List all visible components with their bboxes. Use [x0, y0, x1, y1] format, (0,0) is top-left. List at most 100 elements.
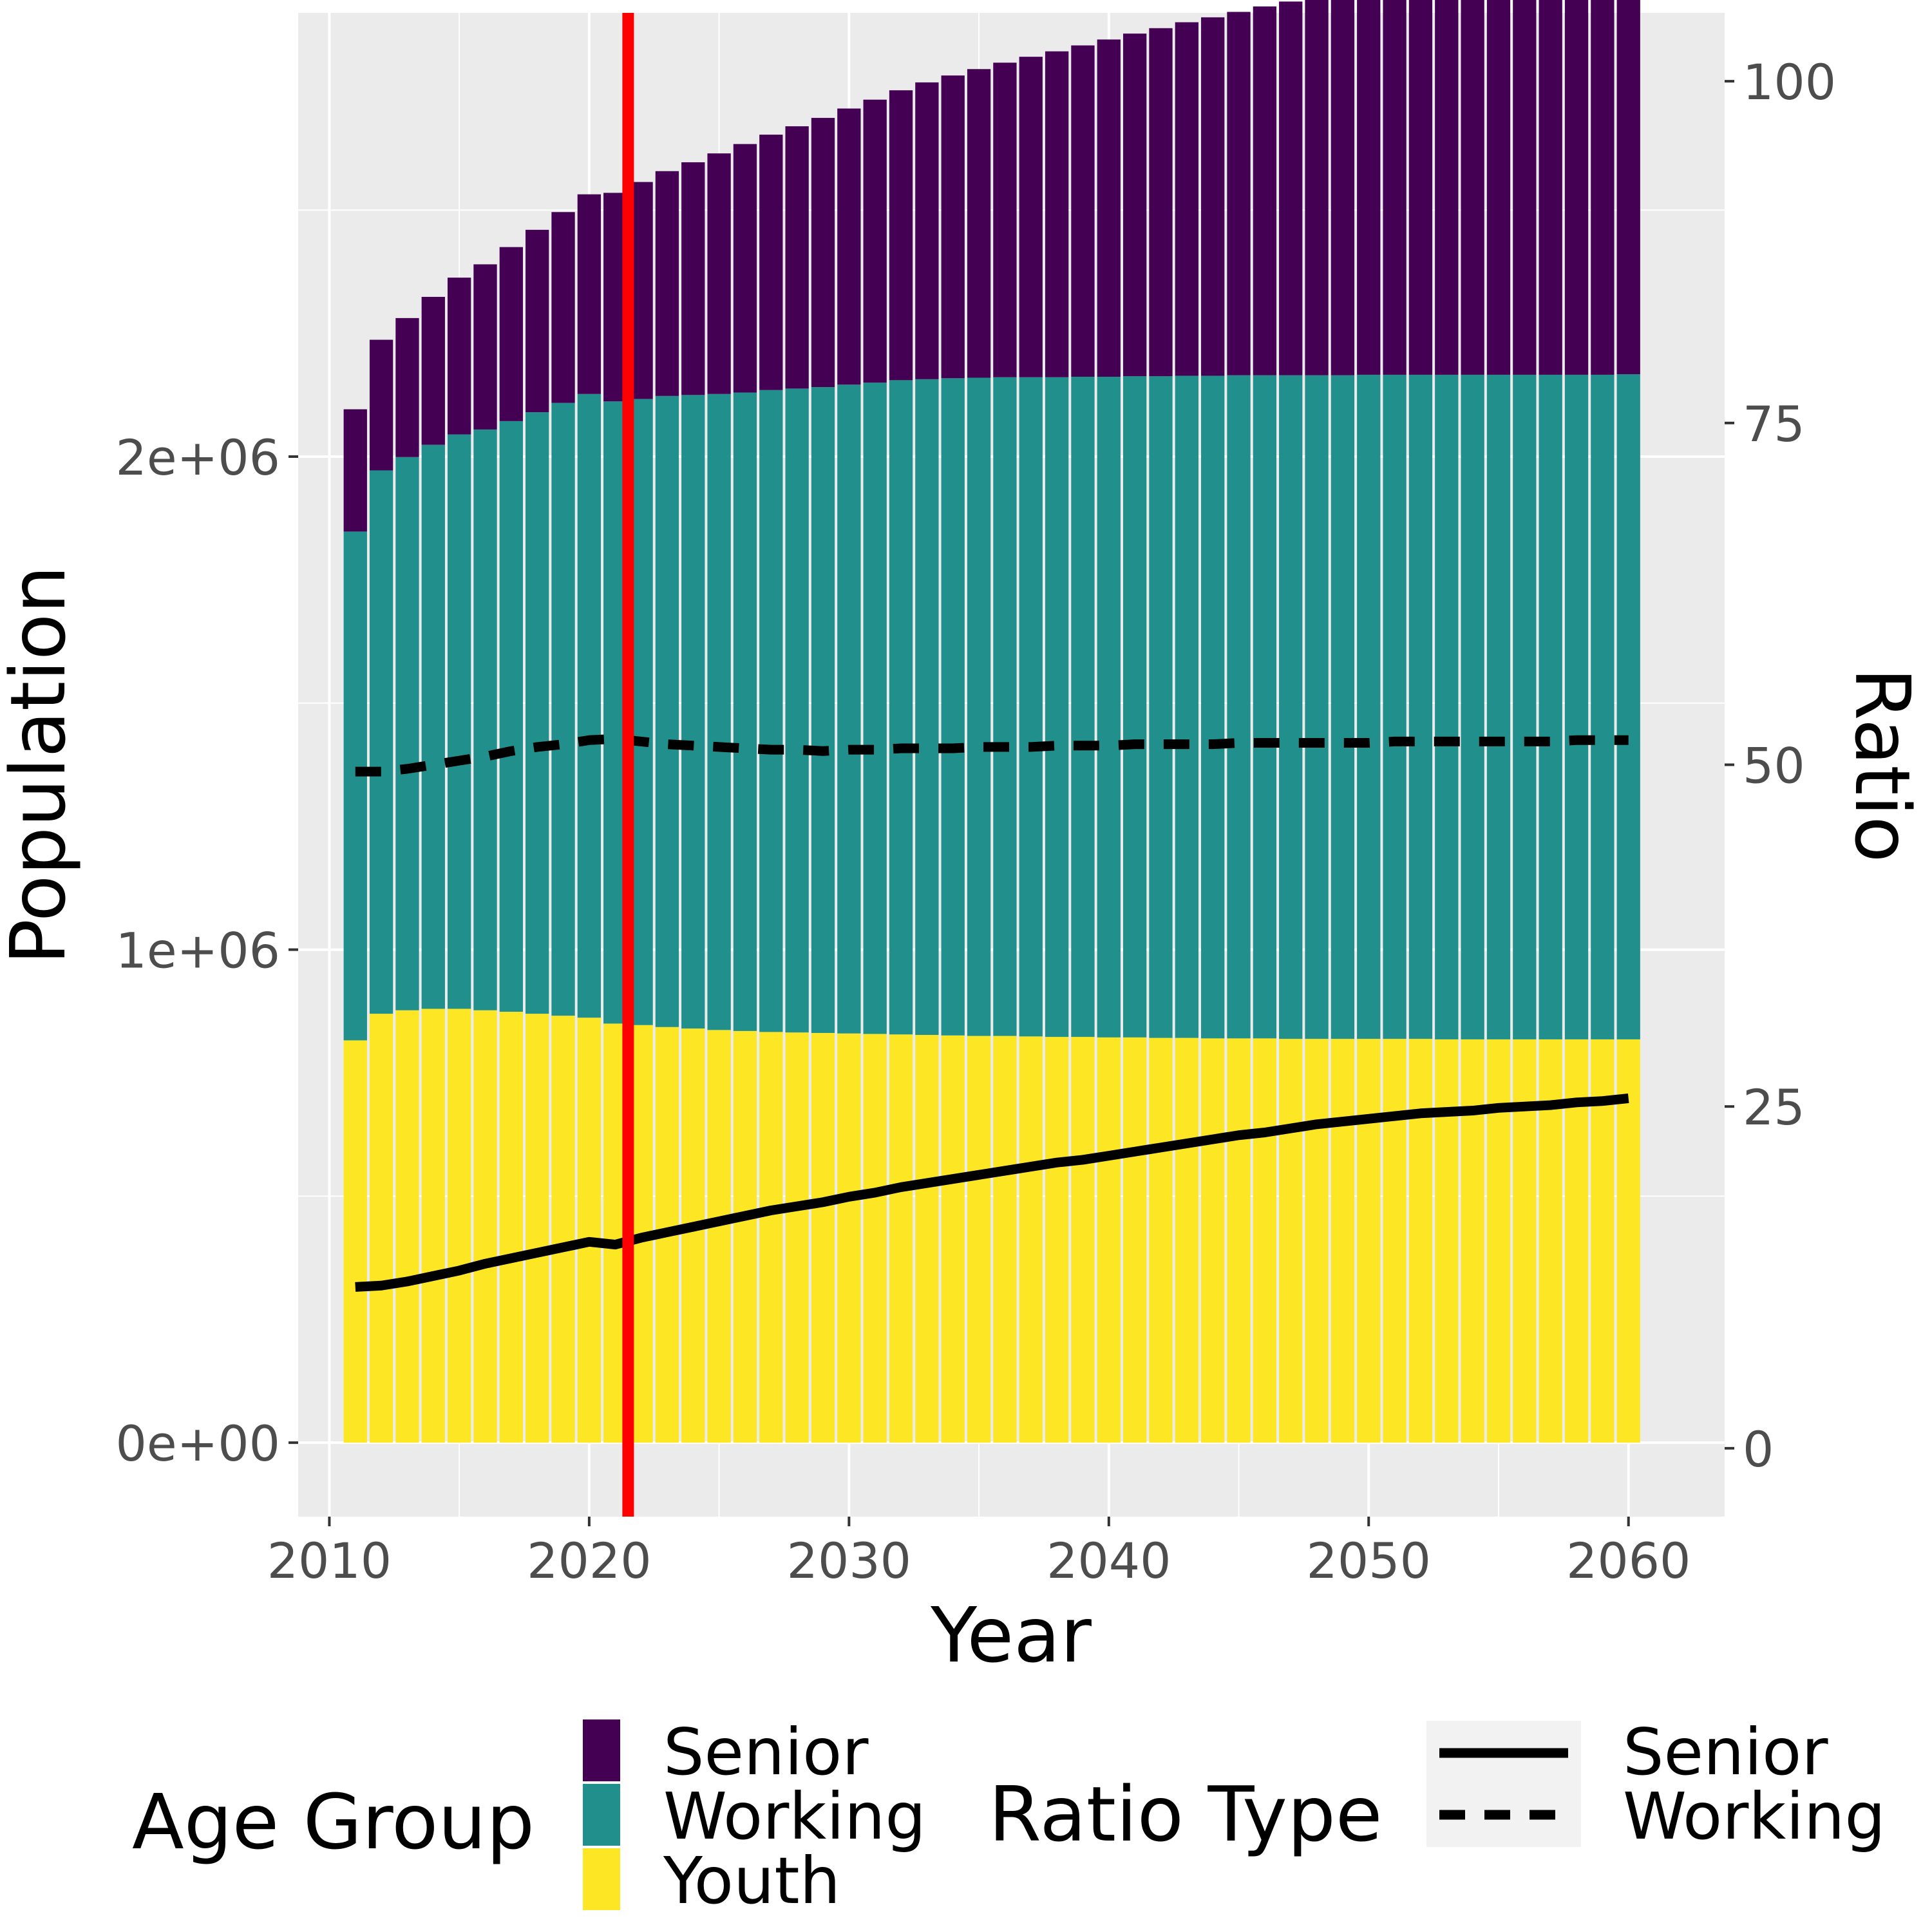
bar-working-2053 [1435, 374, 1459, 1039]
bar-senior-2012 [369, 339, 393, 471]
bar-working-2028 [785, 388, 809, 1033]
bar-working-2056 [1513, 374, 1537, 1039]
bar-working-2057 [1539, 374, 1562, 1039]
bar-youth-2050 [1357, 1039, 1381, 1443]
bar-working-2039 [1071, 376, 1095, 1037]
bar-youth-2025 [707, 1030, 731, 1443]
bar-senior-2057 [1539, 0, 1562, 375]
bar-senior-2031 [863, 99, 887, 383]
bar-working-2058 [1564, 374, 1589, 1039]
bar-senior-2011 [343, 409, 367, 532]
bar-working-2048 [1305, 375, 1329, 1039]
bar-senior-2019 [551, 212, 575, 403]
bar-working-2043 [1175, 375, 1198, 1038]
bar-senior-2055 [1486, 0, 1511, 375]
bar-working-2045 [1227, 375, 1251, 1039]
x-tick-label: 2030 [787, 1532, 911, 1589]
y-tick-label: 1e+06 [116, 922, 281, 980]
bar-senior-2051 [1383, 0, 1406, 375]
x-tick-label: 2010 [267, 1532, 392, 1589]
bar-senior-2059 [1591, 0, 1615, 375]
bar-youth-2020 [577, 1018, 601, 1443]
ratio-line-working [355, 734, 1629, 777]
bar-youth-2044 [1201, 1038, 1225, 1443]
y-tick-label: 0e+00 [116, 1415, 281, 1472]
bar-senior-2020 [577, 194, 601, 394]
bar-youth-2030 [837, 1033, 861, 1443]
bar-youth-2015 [447, 1009, 471, 1443]
bar-youth-2027 [759, 1032, 783, 1443]
bar-youth-2033 [915, 1035, 939, 1443]
y2-tick-label: 0 [1743, 1421, 1774, 1478]
y2-tick-label: 25 [1743, 1079, 1805, 1136]
bar-senior-2042 [1149, 28, 1173, 377]
bar-senior-2045 [1227, 12, 1251, 375]
bar-working-2059 [1591, 374, 1615, 1039]
bar-senior-2025 [707, 153, 731, 394]
axes: 0e+00 1e+06 2e+06 0 25 50 75 100 2010 2020 2030 204… [116, 53, 1837, 1589]
bar-youth-2028 [785, 1032, 809, 1443]
bar-working-2040 [1097, 376, 1121, 1037]
bar-senior-2048 [1305, 0, 1329, 375]
bar-senior-2027 [759, 135, 783, 390]
legend-key-senior-fill [583, 1719, 620, 1781]
bar-working-2050 [1357, 374, 1381, 1039]
bar-youth-2054 [1461, 1039, 1484, 1443]
bar-senior-2034 [941, 75, 965, 379]
bar-working-2036 [993, 377, 1017, 1036]
bar-senior-2049 [1331, 0, 1355, 375]
bar-working-2051 [1383, 374, 1406, 1039]
bar-senior-2060 [1616, 0, 1640, 375]
bar-senior-2018 [526, 229, 549, 413]
x-tick-label: 2060 [1566, 1532, 1690, 1589]
bar-senior-2028 [785, 126, 809, 389]
y-axis-title: Population [0, 565, 82, 965]
bar-youth-2031 [863, 1034, 887, 1443]
bar-senior-2036 [993, 62, 1017, 377]
bar-working-2017 [499, 421, 523, 1012]
legend-label-working: Working [663, 1779, 926, 1854]
bar-youth-2048 [1305, 1039, 1329, 1443]
bar-senior-2033 [915, 82, 939, 379]
bar-senior-2038 [1045, 51, 1069, 377]
y2-tick-label: 100 [1743, 53, 1836, 111]
ratio-lines [355, 734, 1629, 1292]
bar-senior-2041 [1122, 33, 1147, 377]
bar-working-2041 [1122, 376, 1147, 1037]
legend-label-senior: Senior [663, 1714, 869, 1790]
bar-working-2023 [655, 395, 679, 1027]
bar-senior-2023 [655, 171, 679, 396]
bar-senior-2029 [811, 118, 835, 388]
bar-working-2042 [1149, 376, 1173, 1038]
bar-senior-2013 [395, 317, 419, 457]
bar-senior-2024 [681, 162, 705, 395]
bar-senior-2047 [1279, 1, 1303, 375]
bar-working-2019 [551, 402, 575, 1016]
bar-youth-2043 [1175, 1037, 1198, 1443]
bar-senior-2052 [1408, 0, 1433, 375]
stacked-bars [343, 0, 1640, 1443]
legend-ratio-type: Ratio Type Senior Working [989, 1714, 1886, 1859]
bar-working-2031 [863, 383, 887, 1034]
bar-youth-2024 [681, 1028, 705, 1443]
bar-senior-2032 [889, 90, 913, 381]
bar-senior-2035 [967, 69, 991, 378]
bar-youth-2052 [1408, 1039, 1433, 1443]
bar-senior-2014 [421, 296, 445, 445]
bar-working-2046 [1253, 375, 1277, 1039]
bar-working-2015 [447, 434, 471, 1009]
bar-youth-2013 [395, 1010, 419, 1443]
bar-youth-2059 [1591, 1039, 1615, 1443]
legend-label-youth: Youth [663, 1843, 840, 1918]
bar-senior-2016 [473, 264, 497, 430]
bar-working-2037 [1019, 377, 1043, 1037]
bar-youth-2039 [1071, 1037, 1095, 1443]
bar-youth-2041 [1122, 1037, 1147, 1443]
bar-youth-2034 [941, 1035, 965, 1443]
bar-working-2032 [889, 380, 913, 1035]
bar-senior-2030 [837, 108, 861, 385]
bar-youth-2036 [993, 1036, 1017, 1443]
x-tick-label: 2020 [527, 1532, 651, 1589]
bar-youth-2037 [1019, 1036, 1043, 1443]
